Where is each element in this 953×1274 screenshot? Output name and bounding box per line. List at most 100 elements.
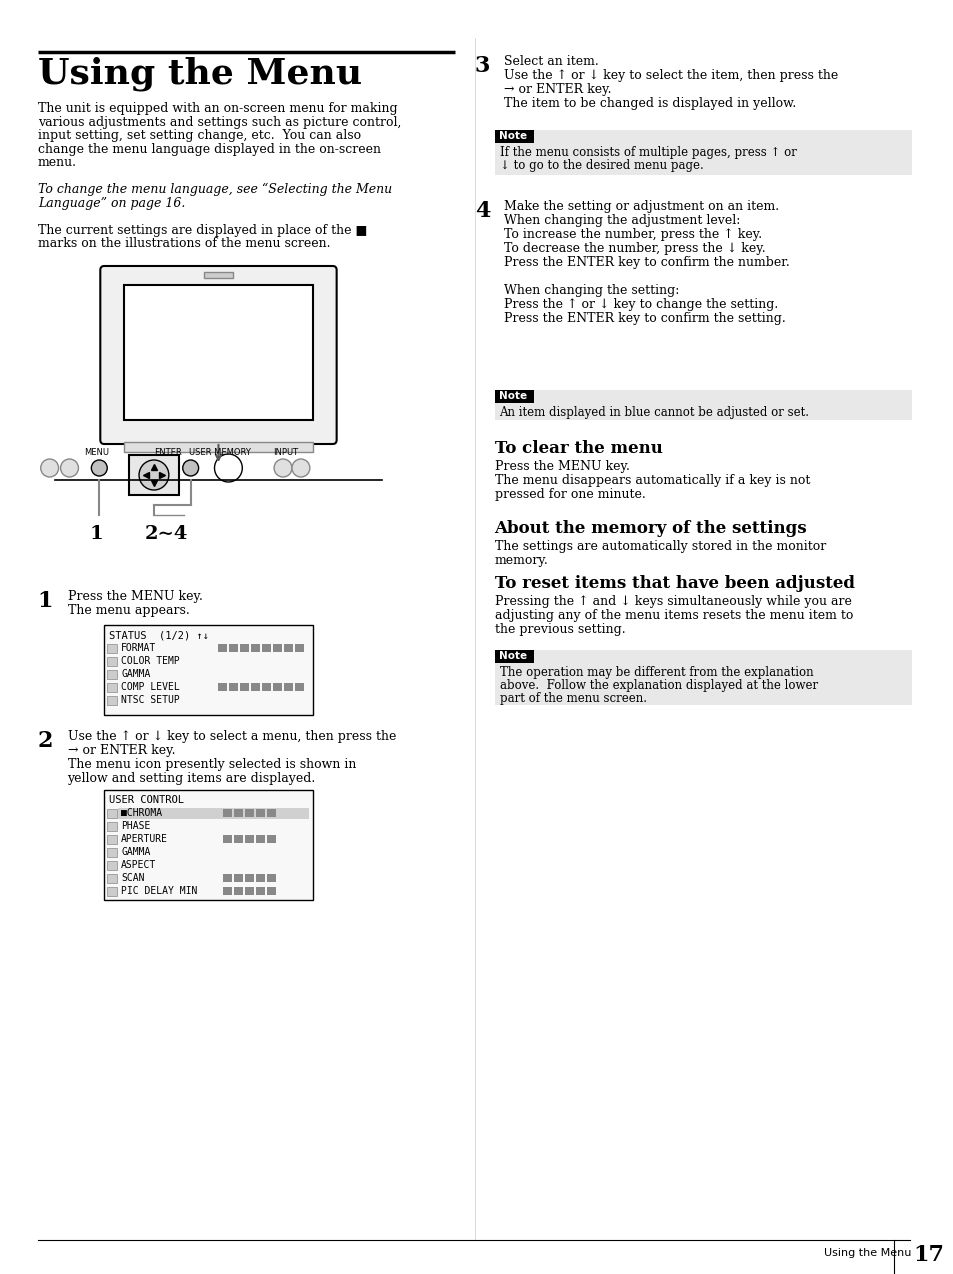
Bar — [267, 809, 275, 817]
Text: input setting, set setting change, etc.  You can also: input setting, set setting change, etc. … — [38, 129, 360, 141]
Circle shape — [41, 459, 58, 476]
Text: above.  Follow the explanation displayed at the lower: above. Follow the explanation displayed … — [499, 679, 817, 692]
Bar — [256, 887, 265, 896]
Text: NTSC SETUP: NTSC SETUP — [121, 696, 180, 705]
Text: Note: Note — [498, 651, 526, 661]
Text: Using the Menu: Using the Menu — [823, 1249, 911, 1257]
Text: To clear the menu: To clear the menu — [494, 440, 661, 457]
Bar — [494, 390, 911, 420]
Bar — [107, 861, 117, 870]
Text: Using the Menu: Using the Menu — [38, 56, 361, 90]
Text: Make the setting or adjustment on an item.: Make the setting or adjustment on an ite… — [504, 200, 779, 213]
Bar — [107, 657, 117, 666]
Bar — [494, 650, 911, 705]
Bar — [273, 643, 282, 652]
Bar — [267, 874, 275, 882]
Circle shape — [292, 459, 310, 476]
Bar — [107, 887, 117, 896]
Text: GAMMA: GAMMA — [121, 847, 151, 857]
Bar — [284, 683, 293, 691]
Text: COMP LEVEL: COMP LEVEL — [121, 682, 180, 692]
Text: memory.: memory. — [494, 554, 548, 567]
Bar — [256, 809, 265, 817]
Bar — [107, 874, 117, 883]
Text: The menu disappears automatically if a key is not: The menu disappears automatically if a k… — [494, 474, 809, 487]
Text: The item to be changed is displayed in yellow.: The item to be changed is displayed in y… — [504, 97, 796, 110]
Text: FORMAT: FORMAT — [121, 643, 156, 654]
Text: various adjustments and settings such as picture control,: various adjustments and settings such as… — [38, 116, 400, 129]
Text: The menu appears.: The menu appears. — [68, 604, 189, 617]
Text: ↓ to go to the desired menu page.: ↓ to go to the desired menu page. — [499, 159, 702, 172]
Text: The operation may be different from the explanation: The operation may be different from the … — [499, 666, 812, 679]
Bar — [223, 834, 233, 843]
Bar — [234, 887, 243, 896]
Text: To change the menu language, see “Selecting the Menu: To change the menu language, see “Select… — [38, 183, 392, 196]
Text: 1: 1 — [90, 525, 103, 543]
Bar — [229, 683, 238, 691]
Bar — [218, 683, 227, 691]
Bar — [218, 643, 227, 652]
Text: 4: 4 — [475, 200, 490, 222]
Bar — [494, 390, 534, 403]
Circle shape — [139, 460, 169, 490]
Text: menu.: menu. — [38, 155, 76, 169]
Text: An item displayed in blue cannot be adjusted or set.: An item displayed in blue cannot be adju… — [499, 406, 809, 419]
Bar — [124, 285, 313, 420]
Bar — [107, 848, 117, 857]
Text: ASPECT: ASPECT — [121, 860, 156, 870]
Bar — [124, 442, 313, 452]
Text: → or ENTER key.: → or ENTER key. — [504, 83, 611, 96]
Text: 3: 3 — [475, 55, 490, 76]
Text: Press the ↑ or ↓ key to change the setting.: Press the ↑ or ↓ key to change the setti… — [504, 298, 778, 311]
Bar — [245, 834, 253, 843]
Bar — [203, 273, 233, 278]
Bar — [129, 455, 178, 496]
Text: 2: 2 — [38, 730, 53, 752]
Text: the previous setting.: the previous setting. — [494, 623, 624, 636]
Bar — [494, 130, 534, 143]
Text: 17: 17 — [913, 1243, 943, 1266]
Text: SCAN: SCAN — [121, 873, 145, 883]
Text: PIC DELAY MIN: PIC DELAY MIN — [121, 885, 197, 896]
Text: Press the ENTER key to confirm the setting.: Press the ENTER key to confirm the setti… — [504, 312, 785, 325]
Text: Use the ↑ or ↓ key to select a menu, then press the: Use the ↑ or ↓ key to select a menu, the… — [68, 730, 395, 743]
Bar — [107, 683, 117, 692]
Bar — [107, 696, 117, 705]
Text: INPUT: INPUT — [273, 448, 298, 457]
Text: The menu icon presently selected is shown in: The menu icon presently selected is show… — [68, 758, 355, 771]
Text: Language” on page 16.: Language” on page 16. — [38, 196, 185, 209]
Bar — [107, 643, 117, 654]
Text: The current settings are displayed in place of the ■: The current settings are displayed in pl… — [38, 223, 367, 237]
Bar — [284, 643, 293, 652]
Bar — [294, 683, 304, 691]
Text: pressed for one minute.: pressed for one minute. — [494, 488, 644, 501]
Circle shape — [91, 460, 107, 476]
Bar — [245, 809, 253, 817]
Bar — [223, 887, 233, 896]
Text: marks on the illustrations of the menu screen.: marks on the illustrations of the menu s… — [38, 237, 330, 250]
Bar — [267, 834, 275, 843]
Text: Note: Note — [498, 391, 526, 401]
Bar — [256, 874, 265, 882]
Circle shape — [60, 459, 78, 476]
FancyBboxPatch shape — [100, 266, 336, 445]
Text: 1: 1 — [38, 590, 53, 612]
Bar — [223, 809, 233, 817]
Circle shape — [274, 459, 292, 476]
Text: Pressing the ↑ and ↓ keys simultaneously while you are: Pressing the ↑ and ↓ keys simultaneously… — [494, 595, 850, 608]
Bar — [494, 130, 911, 175]
Text: MENU: MENU — [84, 448, 110, 457]
Circle shape — [183, 460, 198, 476]
Bar — [107, 834, 117, 843]
Circle shape — [214, 454, 242, 482]
Text: Use the ↑ or ↓ key to select the item, then press the: Use the ↑ or ↓ key to select the item, t… — [504, 69, 838, 82]
Bar — [251, 683, 260, 691]
Text: adjusting any of the menu items resets the menu item to: adjusting any of the menu items resets t… — [494, 609, 852, 622]
Bar — [262, 643, 271, 652]
Bar — [107, 809, 117, 818]
Text: part of the menu screen.: part of the menu screen. — [499, 692, 646, 705]
Text: If the menu consists of multiple pages, press ↑ or: If the menu consists of multiple pages, … — [499, 147, 796, 159]
Bar — [251, 643, 260, 652]
Bar — [229, 643, 238, 652]
Text: When changing the setting:: When changing the setting: — [504, 284, 679, 297]
